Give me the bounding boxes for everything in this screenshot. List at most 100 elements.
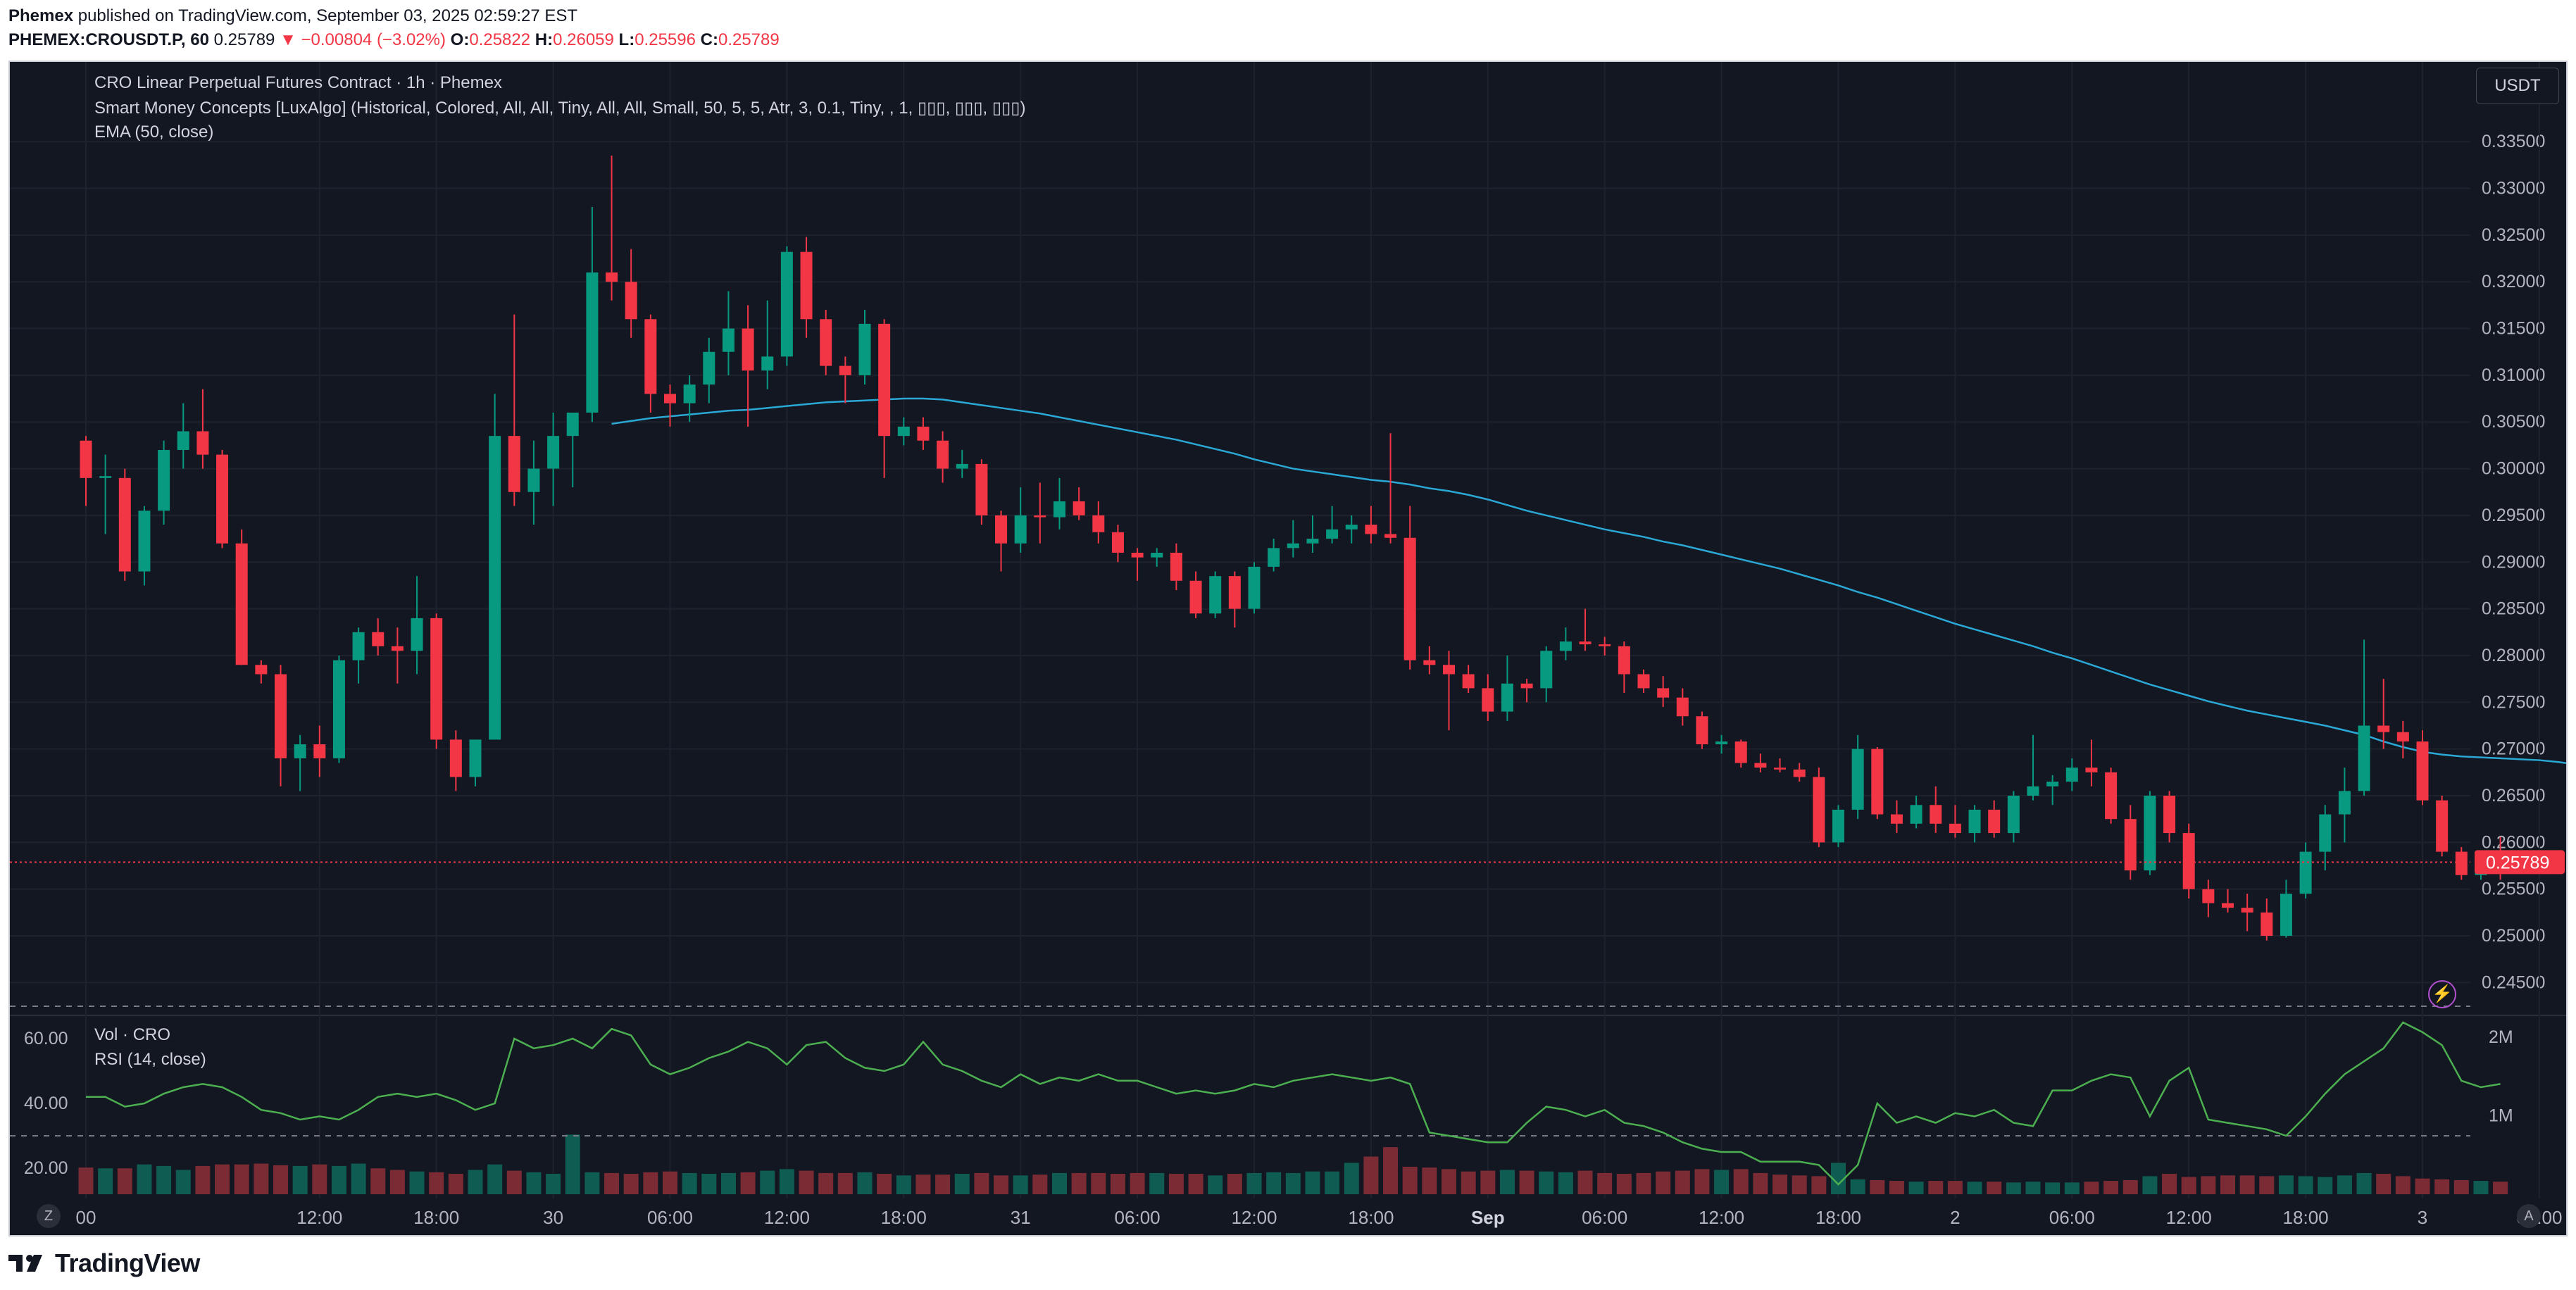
candle-body	[2182, 833, 2195, 889]
candle-body	[449, 739, 462, 777]
candle-body	[2241, 908, 2253, 913]
volume-bar	[1636, 1172, 1651, 1194]
candle-body	[2144, 795, 2156, 871]
candle-body	[2261, 912, 2273, 937]
candle-body	[1092, 515, 1105, 532]
candle-body	[1520, 683, 1533, 689]
volume-bar	[1967, 1182, 1982, 1194]
price-tick-label: 0.33000	[2482, 178, 2545, 198]
volume-bar	[1383, 1147, 1399, 1194]
volume-bar	[2493, 1182, 2508, 1194]
time-tick-label: 18:00	[881, 1207, 927, 1228]
chart-canvas[interactable]: 0.33500 0.33000 0.32500 0.32000 0.31500 0.310…	[10, 62, 2566, 1235]
volume-bar	[837, 1172, 853, 1194]
volume-bar	[1461, 1171, 1476, 1194]
volume-bar	[1908, 1182, 1924, 1194]
candle-body	[1073, 501, 1085, 515]
volume-bar	[1947, 1181, 1963, 1194]
candle-body	[411, 618, 423, 651]
volume-bar	[1032, 1175, 1048, 1194]
time-tick-label: 18:00	[2283, 1207, 2329, 1228]
volume-bar	[1987, 1182, 2002, 1194]
legend-rsi: RSI (14, close)	[94, 1050, 206, 1069]
volume-bar	[1168, 1174, 1184, 1194]
currency-button[interactable]: USDT	[2476, 68, 2559, 104]
open-value: 0.25822	[469, 30, 531, 49]
volume-bar	[2220, 1175, 2235, 1194]
time-tick-label: 00	[76, 1207, 96, 1228]
volume-bar	[1285, 1172, 1301, 1194]
candle-body	[1248, 566, 1261, 609]
volume-bar	[623, 1174, 639, 1194]
candle-body	[1540, 651, 1553, 689]
volume-bar	[740, 1172, 756, 1194]
volume-bar	[1928, 1181, 1944, 1194]
candle-body	[1189, 580, 1202, 614]
volume-bar	[2084, 1182, 2099, 1194]
candle-body	[644, 319, 657, 394]
volume-bar	[682, 1172, 697, 1194]
time-tick-label: 06:00	[1115, 1207, 1161, 1228]
candle-body	[2338, 791, 2351, 815]
volume-bar	[2395, 1176, 2411, 1194]
volume-bar	[2259, 1176, 2275, 1194]
volume-bar	[1091, 1172, 1106, 1194]
candle-body	[606, 272, 618, 282]
volume-bar	[487, 1164, 503, 1194]
volume-bar	[1188, 1174, 1203, 1194]
time-tick-label: 18:00	[1815, 1207, 1861, 1228]
close-label: C:	[700, 30, 718, 49]
volume-bar	[1539, 1171, 1554, 1194]
price-tick-label: 0.30500	[2482, 412, 2545, 432]
volume-bar	[2045, 1182, 2061, 1194]
candle-body	[430, 618, 443, 740]
price-tick-label: 0.27000	[2482, 739, 2545, 759]
candle-body	[1968, 809, 1981, 834]
auto-scale-button[interactable]: A	[2517, 1204, 2541, 1228]
volume-bar	[1442, 1169, 1456, 1194]
volume-bar	[215, 1164, 230, 1194]
candle-body	[800, 251, 813, 320]
lightning-icon[interactable]: ⚡	[2428, 980, 2456, 1008]
price-tick-label: 0.24500	[2482, 972, 2545, 992]
candle-body	[761, 356, 774, 371]
candle-body	[255, 665, 268, 675]
candle-body	[1131, 552, 1144, 558]
brand-footer: TradingView	[8, 1248, 200, 1279]
volume-bar	[156, 1165, 172, 1194]
candle-body	[1910, 805, 1922, 824]
volume-bar	[137, 1164, 152, 1194]
candle-body	[683, 384, 696, 403]
candle-body	[1696, 716, 1708, 745]
z-button[interactable]: Z	[37, 1204, 61, 1228]
candle-body	[780, 251, 793, 357]
volume-bar	[896, 1175, 911, 1194]
volume-bar	[1811, 1176, 1827, 1194]
price-tick-label: 0.26000	[2482, 832, 2545, 852]
low-label: L:	[618, 30, 635, 49]
time-tick-label: 12:00	[1699, 1207, 1744, 1228]
volume-bar	[2415, 1178, 2430, 1194]
volume-bar	[1246, 1172, 1262, 1194]
candle-body	[937, 440, 949, 469]
volume-bar	[468, 1170, 483, 1194]
rsi-tick-label: 20.00	[24, 1158, 68, 1178]
candle-body	[508, 436, 520, 492]
candle-body	[1851, 749, 1864, 810]
candle-body	[2319, 814, 2332, 852]
time-tick-label: 06:00	[1582, 1207, 1627, 1228]
volume-bar	[2318, 1177, 2333, 1194]
price-tick-label: 0.32000	[2482, 272, 2545, 292]
volume-bar	[1110, 1174, 1125, 1194]
volume-bar	[1208, 1175, 1223, 1194]
candle-body	[586, 272, 599, 413]
volume-bar	[1616, 1174, 1632, 1194]
price-change: ▼ −0.00804 (−3.02%)	[280, 30, 446, 49]
candle-body	[956, 463, 968, 469]
chart-frame[interactable]: 0.33500 0.33000 0.32500 0.32000 0.31500 0.310…	[8, 61, 2568, 1236]
volume-bar	[2181, 1177, 2196, 1194]
legend-ema: EMA (50, close)	[94, 123, 214, 142]
price-tick-label: 0.29000	[2482, 552, 2545, 572]
time-tick-label: 06:00	[2049, 1207, 2095, 1228]
candle-body	[2280, 894, 2292, 937]
